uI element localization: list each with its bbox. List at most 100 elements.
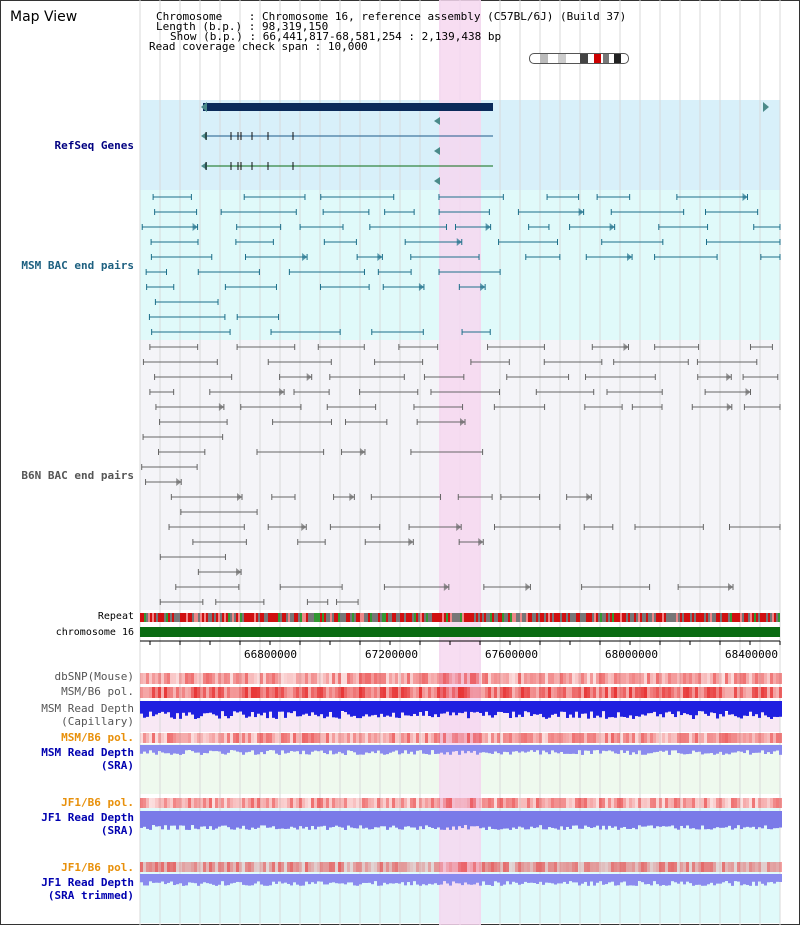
repeat-block xyxy=(456,613,458,622)
polymorphism-cell xyxy=(686,733,689,743)
chromosome-value: Chromosome 16, reference assembly (C57BL… xyxy=(261,10,627,23)
polymorphism-cell xyxy=(251,862,254,872)
chromosome-ideogram[interactable] xyxy=(529,53,629,64)
polymorphism-cell xyxy=(557,673,560,684)
read-depth-bar xyxy=(317,701,320,717)
polymorphism-cell xyxy=(344,733,347,743)
polymorphism-cell xyxy=(149,673,152,684)
read-depth-bar xyxy=(251,701,254,713)
read-depth-bar xyxy=(398,811,401,830)
polymorphism-cell xyxy=(263,687,266,698)
polymorphism-cell xyxy=(509,733,512,743)
polymorphism-cell xyxy=(641,862,644,872)
ideogram-position-marker[interactable] xyxy=(594,54,601,63)
polymorphism-cell xyxy=(581,687,584,698)
read-depth-bar xyxy=(752,811,755,827)
polymorphism-cell xyxy=(221,862,224,872)
polymorphism-cell xyxy=(362,798,365,808)
polymorphism-cell xyxy=(707,798,710,808)
polymorphism-cell xyxy=(437,733,440,743)
read-depth-bar xyxy=(665,874,668,886)
repeat-block xyxy=(608,613,610,622)
repeat-block xyxy=(726,613,728,622)
read-depth-bar xyxy=(269,874,272,886)
read-depth-bar xyxy=(770,874,773,883)
polymorphism-cell xyxy=(698,687,701,698)
axis-tick-label: 66800000 xyxy=(244,648,297,661)
polymorphism-cell xyxy=(263,673,266,684)
polymorphism-cell xyxy=(413,687,416,698)
polymorphism-cell xyxy=(362,673,365,684)
polymorphism-cell xyxy=(626,687,629,698)
polymorphism-cell xyxy=(386,798,389,808)
repeat-block xyxy=(304,613,306,622)
read-depth-bar xyxy=(536,811,539,828)
polymorphism-cell xyxy=(479,733,482,743)
polymorphism-cell xyxy=(563,673,566,684)
polymorphism-cell xyxy=(158,862,161,872)
polymorphism-cell xyxy=(617,687,620,698)
read-depth-bar xyxy=(755,701,758,715)
read-depth-bar xyxy=(731,811,734,830)
polymorphism-cell xyxy=(764,687,767,698)
read-depth-bar xyxy=(383,874,386,883)
polymorphism-cell xyxy=(524,798,527,808)
polymorphism-cell xyxy=(503,733,506,743)
polymorphism-cell xyxy=(692,687,695,698)
read-depth-bar xyxy=(629,701,632,716)
polymorphism-cell xyxy=(761,798,764,808)
polymorphism-cell xyxy=(749,673,752,684)
read-depth-bar xyxy=(479,701,482,714)
polymorphism-cell xyxy=(167,673,170,684)
read-depth-bar xyxy=(620,811,623,828)
read-depth-bar xyxy=(575,745,578,755)
polymorphism-cell xyxy=(185,673,188,684)
read-depth-bar xyxy=(767,701,770,718)
polymorphism-cell xyxy=(422,862,425,872)
repeat-block xyxy=(656,613,658,622)
polymorphism-cell xyxy=(641,798,644,808)
read-depth-bar xyxy=(182,811,185,826)
read-depth-bar xyxy=(152,745,155,753)
read-depth-bar xyxy=(167,745,170,754)
polymorphism-cell xyxy=(566,798,569,808)
polymorphism-cell xyxy=(329,673,332,684)
polymorphism-cell xyxy=(635,687,638,698)
read-depth-bar xyxy=(365,745,368,753)
read-depth-bar xyxy=(764,811,767,826)
read-depth-bar xyxy=(410,745,413,752)
read-depth-bar xyxy=(176,874,179,885)
track-label-b6n-bac: B6N BAC end pairs xyxy=(21,469,134,482)
polymorphism-cell xyxy=(677,687,680,698)
track-label-repeat: Repeat xyxy=(97,611,134,622)
repeat-block xyxy=(254,613,256,622)
read-depth-bar xyxy=(590,745,593,754)
read-depth-bar xyxy=(467,811,470,830)
repeat-block xyxy=(720,613,722,622)
repeat-block xyxy=(384,613,386,622)
polymorphism-cell xyxy=(560,862,563,872)
read-depth-bar xyxy=(686,811,689,826)
read-depth-bar xyxy=(776,745,779,751)
repeat-block xyxy=(650,613,652,622)
read-depth-bar xyxy=(512,701,515,712)
polymorphism-cell xyxy=(722,687,725,698)
polymorphism-cell xyxy=(764,733,767,743)
read-depth-bar xyxy=(311,745,314,752)
repeat-block xyxy=(680,613,682,622)
polymorphism-cell xyxy=(662,733,665,743)
polymorphism-cell xyxy=(653,862,656,872)
polymorphism-cell xyxy=(485,687,488,698)
polymorphism-cell xyxy=(734,798,737,808)
polymorphism-cell xyxy=(572,862,575,872)
polymorphism-cell xyxy=(476,733,479,743)
polymorphism-cell xyxy=(470,673,473,684)
repeat-block xyxy=(346,613,348,622)
polymorphism-cell xyxy=(362,862,365,872)
polymorphism-cell xyxy=(608,673,611,684)
read-depth-bar xyxy=(458,874,461,884)
read-depth-bar xyxy=(389,745,392,753)
polymorphism-cell xyxy=(281,798,284,808)
polymorphism-cell xyxy=(287,798,290,808)
